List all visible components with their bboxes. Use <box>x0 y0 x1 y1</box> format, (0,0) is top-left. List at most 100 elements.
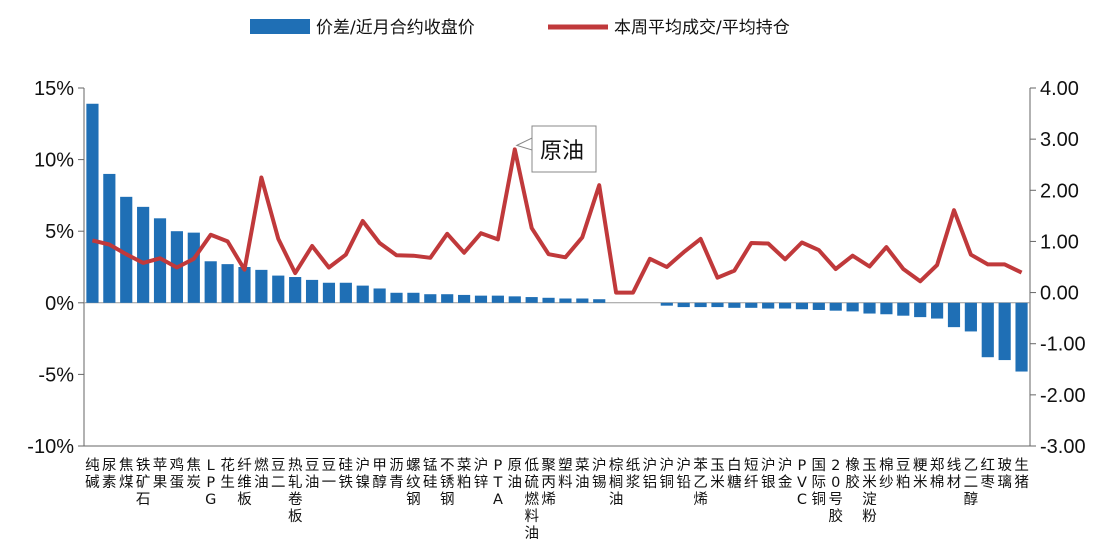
category-label: 沪铝 <box>643 457 658 491</box>
category-label: 铁矿石 <box>136 457 151 508</box>
category-label: 豆粕 <box>896 458 911 491</box>
bar <box>305 279 319 303</box>
bar <box>778 302 792 309</box>
category-label: 橡胶 <box>845 457 860 491</box>
left-tick-label: 5% <box>45 221 74 243</box>
category-label: 玉米 <box>710 458 725 491</box>
category-label: 聚丙烯 <box>541 458 556 508</box>
category-label: 豆一 <box>322 458 337 491</box>
category-label: 棉纱 <box>879 457 894 491</box>
right-tick-label: -2.00 <box>1040 385 1086 407</box>
category-label: 燃油 <box>254 456 269 491</box>
category-label: 纸浆 <box>626 457 641 491</box>
category-label: 菜油 <box>575 457 590 491</box>
bar <box>762 302 775 309</box>
legend: 价差/近月合约收盘价 本周平均成交/平均持仓 <box>250 18 790 38</box>
right-tick-label: -1.00 <box>1040 334 1086 356</box>
bar <box>677 302 690 308</box>
bar <box>728 302 741 308</box>
category-label: 花生 <box>220 457 235 491</box>
category-label: 2 0 号胶 <box>828 458 843 525</box>
line-series <box>91 147 1023 295</box>
category-label: 白糖 <box>727 457 742 491</box>
category-label: 棕榈油 <box>609 457 624 508</box>
category-label: 沪铜 <box>660 457 675 491</box>
left-axis-ticks: 15% 10% 5% 0% -5% -10% <box>27 78 84 458</box>
category-label: 甲醇 <box>372 458 387 491</box>
callout-pointer <box>515 137 533 151</box>
right-tick-label: 1.00 <box>1040 231 1079 253</box>
bar <box>981 302 994 358</box>
category-label: 螺纹钢 <box>406 457 421 508</box>
bar <box>880 302 893 315</box>
callout-label: 原油 <box>540 139 584 164</box>
category-label: 粳米 <box>913 457 928 491</box>
bar <box>829 302 842 311</box>
bar <box>846 302 859 312</box>
bar <box>660 302 673 306</box>
legend-line-label: 本周平均成交/平均持仓 <box>614 18 790 38</box>
bar <box>593 299 606 303</box>
bar <box>694 302 707 308</box>
legend-bar-swatch <box>250 19 310 34</box>
category-label: 玉米淀粉 <box>862 458 877 525</box>
bar <box>458 294 471 303</box>
category-label: 沪铅 <box>676 457 691 491</box>
bar <box>711 302 724 308</box>
bar <box>424 294 437 303</box>
bar <box>812 302 825 310</box>
category-label: 不锈钢 <box>440 458 455 508</box>
bar <box>289 277 302 303</box>
category-label: 低硫燃料油 <box>524 457 539 540</box>
category-label: 苹果 <box>153 457 168 491</box>
bar <box>339 282 352 303</box>
category-label: 苯乙烯 <box>693 457 708 508</box>
bar <box>120 196 133 303</box>
bar <box>407 292 420 303</box>
bar <box>947 302 961 328</box>
left-tick-label: 15% <box>34 78 74 100</box>
category-label: 豆油 <box>305 458 320 491</box>
right-axis-ticks: 4.00 3.00 2.00 1.00 0.00 -1.00 -2.00 -3.00 <box>1030 78 1086 458</box>
annotation-callout: 原油 <box>515 125 597 173</box>
category-label: 沪金 <box>778 457 793 491</box>
bar <box>863 302 876 314</box>
category-label: 生猪 <box>1014 457 1029 491</box>
category-label: 沪锌 <box>474 457 489 491</box>
left-tick-label: 10% <box>34 150 74 172</box>
bar <box>914 302 927 318</box>
bar <box>795 302 809 310</box>
category-label: 沥青 <box>389 457 404 491</box>
bar <box>221 264 234 303</box>
right-tick-label: 2.00 <box>1040 180 1079 202</box>
bar <box>508 296 521 303</box>
right-tick-label: 4.00 <box>1040 78 1079 100</box>
bar <box>576 298 589 303</box>
category-label: 国际铜 <box>812 458 827 508</box>
category-label: 乙二醇 <box>964 458 979 508</box>
line-path <box>91 147 1023 295</box>
bar <box>390 292 403 303</box>
bar <box>1015 302 1028 372</box>
bar <box>238 267 251 303</box>
right-tick-label: 3.00 <box>1040 129 1079 151</box>
bar <box>745 302 758 308</box>
bar <box>525 297 538 303</box>
bar <box>542 297 555 303</box>
left-tick-label: 0% <box>45 293 74 315</box>
category-label: 尿素 <box>102 458 117 491</box>
right-tick-label: -3.00 <box>1040 436 1086 458</box>
bar <box>103 173 116 303</box>
bar <box>441 294 454 303</box>
bar <box>255 269 268 303</box>
category-label: 焦煤 <box>119 457 134 491</box>
bar <box>998 302 1011 361</box>
bar <box>322 282 336 303</box>
category-label: 硅铁 <box>339 457 354 491</box>
category-label: 原油 <box>508 458 523 491</box>
